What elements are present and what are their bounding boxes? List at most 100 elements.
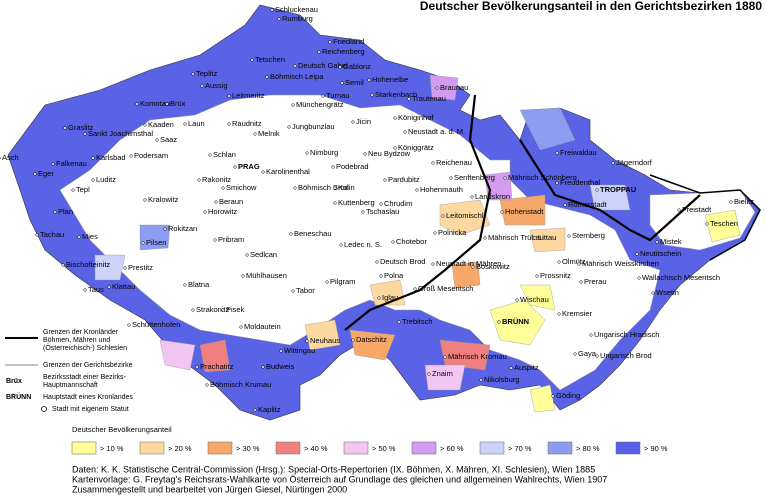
map-key xyxy=(5,337,47,412)
town-label: Pribram xyxy=(218,235,244,244)
legend-swatch xyxy=(139,441,165,455)
town-marker xyxy=(471,265,475,269)
town-marker xyxy=(305,339,309,343)
town-marker xyxy=(515,298,519,302)
town-label: Teschen xyxy=(710,219,738,228)
town-label: Auspitz xyxy=(514,363,539,372)
town-label: Chotebor xyxy=(396,237,427,246)
town-marker xyxy=(91,178,95,182)
map-title: Deutscher Bevölkerungsanteil in den Geri… xyxy=(420,0,762,13)
town-label: Landskron xyxy=(475,192,510,201)
town-label: Littau xyxy=(538,233,556,242)
town-marker xyxy=(155,138,159,142)
town-label: PRAG xyxy=(238,162,260,171)
town-marker xyxy=(535,274,539,278)
town-label: Horowitz xyxy=(208,207,237,216)
town-label: Freudenthal xyxy=(560,178,600,187)
town-label: Neustadt a. d. M. xyxy=(408,127,465,136)
town-marker xyxy=(377,296,381,300)
town-label: Neutitschein xyxy=(640,249,681,258)
town-label: Kralowitz xyxy=(148,195,179,204)
town-marker xyxy=(431,262,435,266)
town-marker xyxy=(291,289,295,293)
town-marker xyxy=(239,325,243,329)
town-label: Brüx xyxy=(170,99,186,108)
town-label: Sankt Joachimsthal xyxy=(88,129,153,138)
town-marker xyxy=(555,181,559,185)
town-label: Beneschau xyxy=(294,229,332,238)
town-marker xyxy=(291,103,295,107)
key-sample: BRÜNN xyxy=(6,392,31,401)
town-marker xyxy=(197,178,201,182)
town-marker xyxy=(208,153,212,157)
town-label: Wittingau xyxy=(284,346,315,355)
town-label: Wsetin xyxy=(656,288,679,297)
town-marker xyxy=(328,40,332,44)
town-label: Plan xyxy=(58,207,73,216)
town-label: Ledec n. S. xyxy=(344,240,382,249)
town-marker xyxy=(379,202,383,206)
legend-swatch xyxy=(615,441,641,455)
town-label: Luditz xyxy=(96,175,116,184)
town-marker xyxy=(579,280,583,284)
town-label: Freiwaldau xyxy=(560,148,597,157)
town-label: Datschitz xyxy=(356,335,387,344)
town-marker xyxy=(205,383,209,387)
town-marker xyxy=(253,132,257,136)
town-label: Schüttenhofen xyxy=(132,320,180,329)
town-marker xyxy=(277,17,281,21)
key-text: Bezirksstadt einer Bezirks- xyxy=(43,374,127,381)
town-marker xyxy=(293,186,297,190)
town-marker xyxy=(270,8,274,12)
legend-swatch xyxy=(411,441,437,455)
town-marker xyxy=(261,170,265,174)
area-lightblue xyxy=(94,254,126,281)
town-marker xyxy=(143,198,147,202)
legend-swatch xyxy=(275,441,301,455)
town-marker xyxy=(77,235,81,239)
town-marker xyxy=(289,232,293,236)
town-marker xyxy=(214,200,218,204)
town-marker xyxy=(331,165,335,169)
town-label: Mies xyxy=(82,232,98,241)
town-label: Rumburg xyxy=(282,14,313,23)
town-marker xyxy=(191,72,195,76)
town-label: Melnik xyxy=(258,129,280,138)
town-label: Mährisch Trübau xyxy=(488,233,544,242)
town-marker xyxy=(233,165,237,169)
legend-swatch xyxy=(343,441,369,455)
town-label: Römerstadt xyxy=(568,200,608,209)
town-label: Prossnitz xyxy=(540,271,571,280)
town-marker xyxy=(123,266,127,270)
town-marker xyxy=(441,214,445,218)
town-label: Trautenau xyxy=(412,94,446,103)
town-marker xyxy=(321,94,325,98)
key-statute-symbol xyxy=(41,406,47,412)
town-marker xyxy=(470,195,474,199)
town-label: Tachau xyxy=(40,230,64,239)
town-marker xyxy=(509,366,513,370)
town-marker xyxy=(351,120,355,124)
town-marker xyxy=(143,123,147,127)
town-marker xyxy=(183,122,187,126)
area-yellow xyxy=(519,284,556,311)
town-label: Leitomischl xyxy=(446,211,484,220)
town-marker xyxy=(533,236,537,240)
town-marker xyxy=(413,287,417,291)
town-label: Mährisch Schönberg xyxy=(508,173,577,182)
town-label: Göding xyxy=(556,391,580,400)
town-label: Tschaslau xyxy=(366,207,399,216)
area-yellow xyxy=(704,209,741,243)
town-marker xyxy=(141,241,145,245)
town-label: Strakonitz xyxy=(196,305,230,314)
town-label: Semil xyxy=(345,78,364,87)
town-label: Olmütz xyxy=(562,257,586,266)
town-label: Blatna xyxy=(188,280,210,289)
town-marker xyxy=(431,161,435,165)
town-label: Falkenau xyxy=(56,159,87,168)
town-marker xyxy=(729,200,733,204)
town-marker xyxy=(503,176,507,180)
town-marker xyxy=(227,122,231,126)
town-label: Ungarisch Hradisch xyxy=(594,330,659,339)
town-marker xyxy=(383,178,387,182)
